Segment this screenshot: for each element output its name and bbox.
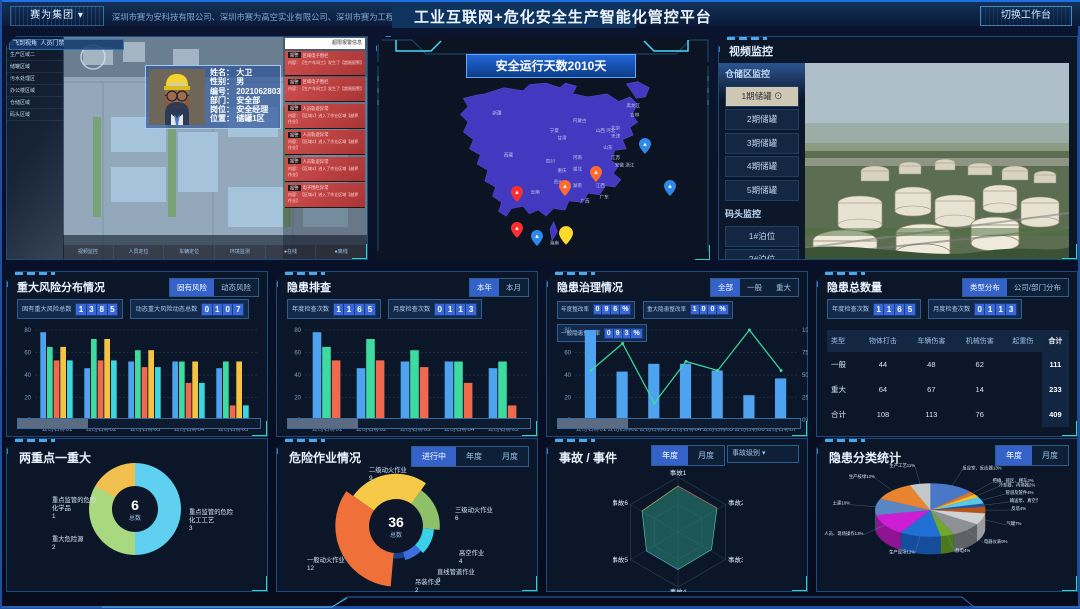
svg-text:生产现场12%: 生产现场12% <box>889 548 915 555</box>
svg-text:20: 20 <box>564 396 571 402</box>
svg-text:气罐7%: 气罐7% <box>1006 520 1021 527</box>
svg-text:湖北: 湖北 <box>573 165 583 172</box>
svg-text:▲: ▲ <box>562 184 568 190</box>
svg-text:80: 80 <box>294 328 301 334</box>
svg-text:60: 60 <box>24 351 31 357</box>
svg-text:管道及管件4%: 管道及管件4% <box>1006 489 1034 496</box>
svg-text:人员、现场操作13%: 人员、现场操作13% <box>824 530 863 537</box>
svg-text:▲: ▲ <box>514 226 520 232</box>
svg-text:吉林: 吉林 <box>630 112 640 119</box>
svg-text:80: 80 <box>564 328 571 334</box>
svg-text:80: 80 <box>24 328 31 334</box>
svg-text:事故3: 事故3 <box>728 555 743 564</box>
svg-text:25%: 25% <box>802 396 815 402</box>
svg-text:事故1: 事故1 <box>670 468 687 477</box>
svg-text:生产工艺11%: 生产工艺11% <box>889 462 915 469</box>
svg-text:▲: ▲ <box>514 190 520 196</box>
svg-text:湖南: 湖南 <box>573 182 583 189</box>
svg-text:甘肃: 甘肃 <box>557 135 567 142</box>
svg-text:西藏: 西藏 <box>504 152 514 159</box>
svg-text:反应室、反应器13%: 反应室、反应器13% <box>962 465 1001 472</box>
svg-text:江苏: 江苏 <box>611 154 621 161</box>
svg-text:山东: 山东 <box>603 144 613 151</box>
svg-text:20: 20 <box>24 396 31 402</box>
svg-text:40: 40 <box>294 373 301 379</box>
svg-text:生产枝绿12%: 生产枝绿12% <box>849 473 875 480</box>
svg-text:▲: ▲ <box>642 142 648 148</box>
svg-text:山西 河北: 山西 河北 <box>596 127 616 134</box>
svg-text:内蒙古: 内蒙古 <box>573 117 587 124</box>
svg-text:事故4: 事故4 <box>670 587 687 596</box>
svg-text:100%: 100% <box>802 328 818 334</box>
svg-text:广西: 广西 <box>580 197 590 204</box>
svg-text:河南: 河南 <box>573 154 583 160</box>
svg-text:天津: 天津 <box>611 132 621 139</box>
svg-text:事故6: 事故6 <box>613 498 628 507</box>
svg-text:40: 40 <box>24 373 31 379</box>
svg-text:新疆: 新疆 <box>492 109 502 116</box>
svg-text:60: 60 <box>564 351 571 357</box>
svg-text:黑龙江: 黑龙江 <box>626 102 640 109</box>
svg-text:20: 20 <box>294 396 301 402</box>
svg-text:40: 40 <box>564 373 571 379</box>
svg-text:50%: 50% <box>802 373 815 379</box>
svg-text:海南: 海南 <box>550 240 560 247</box>
svg-text:安徽 浙江: 安徽 浙江 <box>615 161 635 168</box>
svg-text:事故2: 事故2 <box>728 498 743 507</box>
svg-text:江西: 江西 <box>596 182 606 189</box>
svg-text:广东: 广东 <box>600 194 610 201</box>
svg-text:重庆: 重庆 <box>557 167 567 174</box>
svg-text:四川: 四川 <box>546 159 556 164</box>
svg-text:电器仪表9%: 电器仪表9% <box>984 538 1008 545</box>
svg-text:云南: 云南 <box>531 188 541 195</box>
svg-text:冷却器、再沸器2%: 冷却器、再沸器2% <box>999 482 1036 489</box>
svg-text:土建10%: 土建10% <box>833 500 851 507</box>
svg-text:0%: 0% <box>802 418 811 424</box>
svg-text:事故5: 事故5 <box>613 555 628 564</box>
svg-text:输送泵、真空泵2%: 输送泵、真空泵2% <box>1010 497 1038 504</box>
svg-text:静电4%: 静电4% <box>955 547 970 553</box>
svg-text:75%: 75% <box>802 351 815 357</box>
svg-text:▲: ▲ <box>667 184 673 190</box>
svg-text:▲: ▲ <box>534 234 540 240</box>
svg-text:▲: ▲ <box>593 170 599 176</box>
svg-text:宁夏: 宁夏 <box>550 127 560 133</box>
svg-text:反塔4%: 反塔4% <box>1011 505 1026 512</box>
svg-text:60: 60 <box>294 351 301 357</box>
